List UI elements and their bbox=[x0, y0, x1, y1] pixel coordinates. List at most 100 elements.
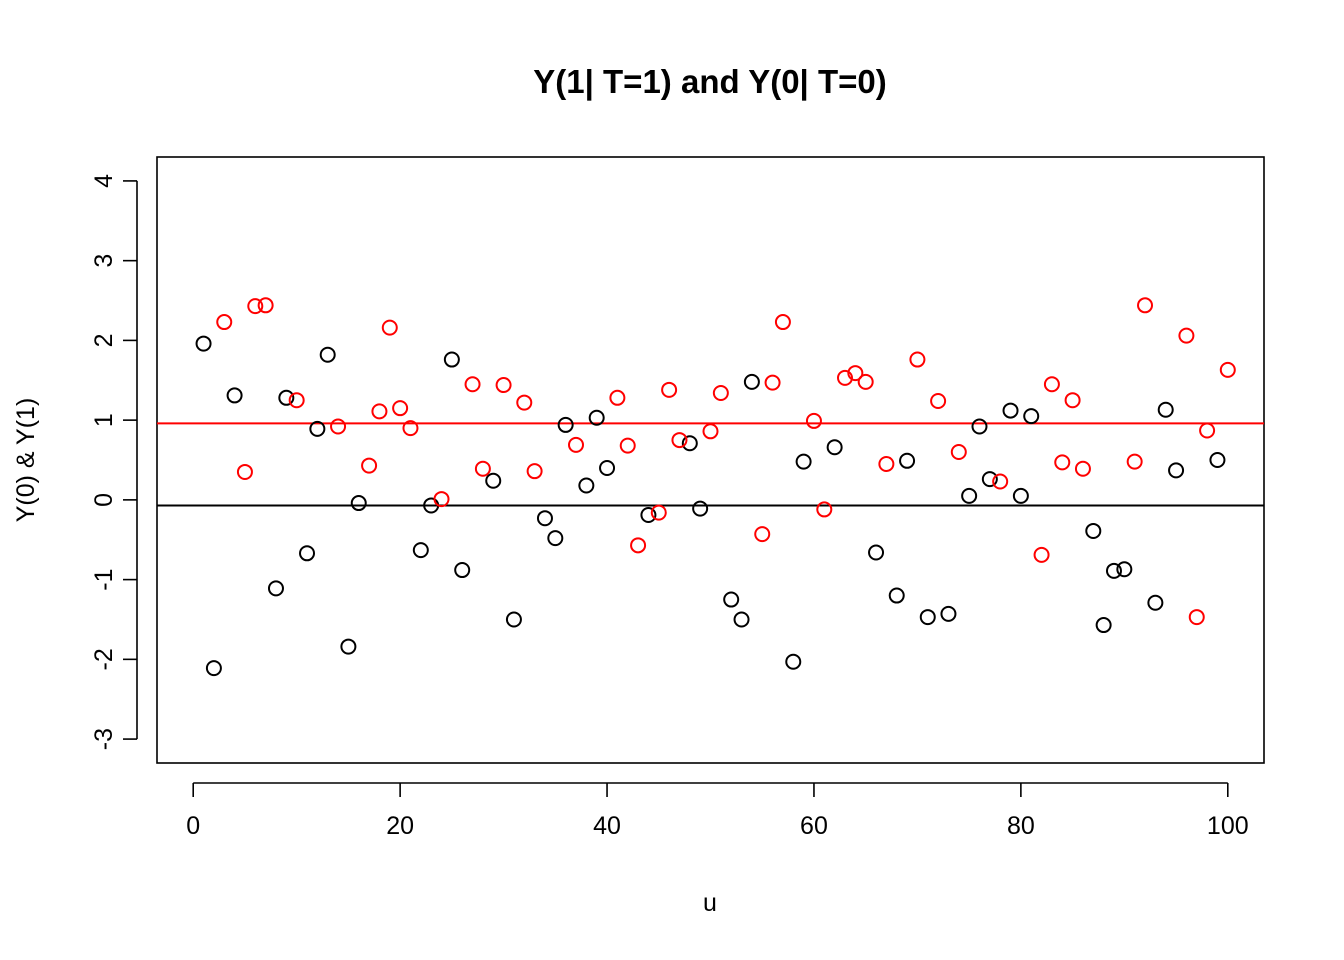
data-point bbox=[785, 653, 802, 670]
data-point bbox=[319, 346, 336, 363]
data-point bbox=[361, 457, 378, 474]
data-point bbox=[888, 587, 905, 604]
y-tick-label: 4 bbox=[90, 174, 118, 188]
data-point bbox=[1147, 594, 1164, 611]
y-tick-label: -1 bbox=[90, 568, 118, 590]
data-point bbox=[350, 495, 367, 512]
data-points bbox=[195, 297, 1236, 677]
x-tick-label: 0 bbox=[186, 812, 200, 840]
data-point bbox=[599, 459, 616, 476]
chart-title: Y(1| T=1) and Y(0| T=0) bbox=[533, 63, 886, 100]
data-point bbox=[805, 412, 822, 429]
data-point bbox=[412, 542, 429, 559]
data-point bbox=[402, 420, 419, 437]
data-point bbox=[971, 418, 988, 435]
data-point bbox=[568, 436, 585, 453]
data-point bbox=[795, 453, 812, 470]
data-point bbox=[702, 423, 719, 440]
data-point bbox=[661, 381, 678, 398]
data-point bbox=[619, 437, 636, 454]
data-point bbox=[454, 562, 471, 579]
data-point bbox=[692, 500, 709, 517]
data-point bbox=[899, 452, 916, 469]
data-point bbox=[930, 392, 947, 409]
data-point bbox=[464, 376, 481, 393]
y-tick-label: 1 bbox=[90, 413, 118, 427]
data-point bbox=[950, 444, 967, 461]
x-tick-label: 60 bbox=[800, 812, 828, 840]
data-point bbox=[536, 510, 553, 527]
data-point bbox=[630, 537, 647, 554]
data-point bbox=[505, 611, 522, 628]
data-point bbox=[526, 463, 543, 480]
data-point bbox=[919, 609, 936, 626]
data-point bbox=[267, 580, 284, 597]
data-point bbox=[1012, 487, 1029, 504]
data-point bbox=[878, 455, 895, 472]
data-point bbox=[1199, 422, 1216, 439]
x-axis-label: u bbox=[703, 889, 717, 917]
y-tick-label: 2 bbox=[90, 333, 118, 347]
y-tick-label: 0 bbox=[90, 493, 118, 507]
data-point bbox=[1095, 617, 1112, 634]
data-point bbox=[216, 314, 233, 331]
data-point bbox=[1054, 454, 1071, 471]
data-point bbox=[433, 491, 450, 508]
data-point bbox=[309, 420, 326, 437]
data-point bbox=[1064, 392, 1081, 409]
data-point bbox=[557, 416, 574, 433]
data-point bbox=[1157, 401, 1174, 418]
data-point bbox=[1219, 361, 1236, 378]
data-point bbox=[961, 487, 978, 504]
data-point bbox=[588, 409, 605, 426]
data-point bbox=[495, 377, 512, 394]
data-point bbox=[1168, 462, 1185, 479]
data-point bbox=[381, 319, 398, 336]
x-tick-label: 80 bbox=[1007, 812, 1035, 840]
data-point bbox=[1116, 561, 1133, 578]
data-point bbox=[1209, 452, 1226, 468]
x-tick-label: 20 bbox=[386, 812, 414, 840]
y-tick-label: 3 bbox=[90, 254, 118, 268]
data-point bbox=[609, 389, 626, 406]
y-axis-label: Y(0) & Y(1) bbox=[12, 398, 40, 523]
data-point bbox=[909, 351, 926, 368]
data-point bbox=[257, 297, 274, 314]
data-point bbox=[671, 432, 688, 449]
data-point bbox=[1043, 376, 1060, 393]
data-point bbox=[1105, 562, 1122, 579]
data-point bbox=[195, 335, 212, 352]
x-tick-label: 40 bbox=[593, 812, 621, 840]
data-point bbox=[723, 591, 740, 608]
plot-frame bbox=[156, 156, 1265, 764]
data-point bbox=[547, 530, 564, 547]
data-point bbox=[392, 400, 409, 417]
data-point bbox=[247, 298, 264, 315]
data-point bbox=[857, 373, 874, 390]
data-point bbox=[712, 385, 729, 402]
data-point bbox=[681, 435, 698, 452]
data-point bbox=[236, 463, 253, 480]
data-point bbox=[578, 477, 595, 494]
data-point bbox=[992, 473, 1009, 490]
data-point bbox=[733, 611, 750, 628]
data-point bbox=[205, 660, 222, 677]
data-point bbox=[1178, 327, 1195, 344]
data-point bbox=[650, 504, 667, 521]
data-point bbox=[226, 387, 243, 404]
data-point bbox=[1033, 546, 1050, 563]
y-tick-label: -3 bbox=[90, 728, 118, 750]
data-point bbox=[371, 403, 388, 420]
data-point bbox=[516, 394, 533, 411]
data-point bbox=[1137, 297, 1154, 314]
data-point bbox=[299, 545, 316, 562]
data-point bbox=[981, 471, 998, 488]
data-point bbox=[443, 351, 460, 368]
data-point bbox=[826, 439, 843, 456]
data-point bbox=[485, 472, 502, 489]
data-point bbox=[836, 369, 853, 386]
data-point bbox=[816, 501, 833, 518]
data-point bbox=[1188, 609, 1205, 626]
data-point bbox=[743, 373, 760, 390]
